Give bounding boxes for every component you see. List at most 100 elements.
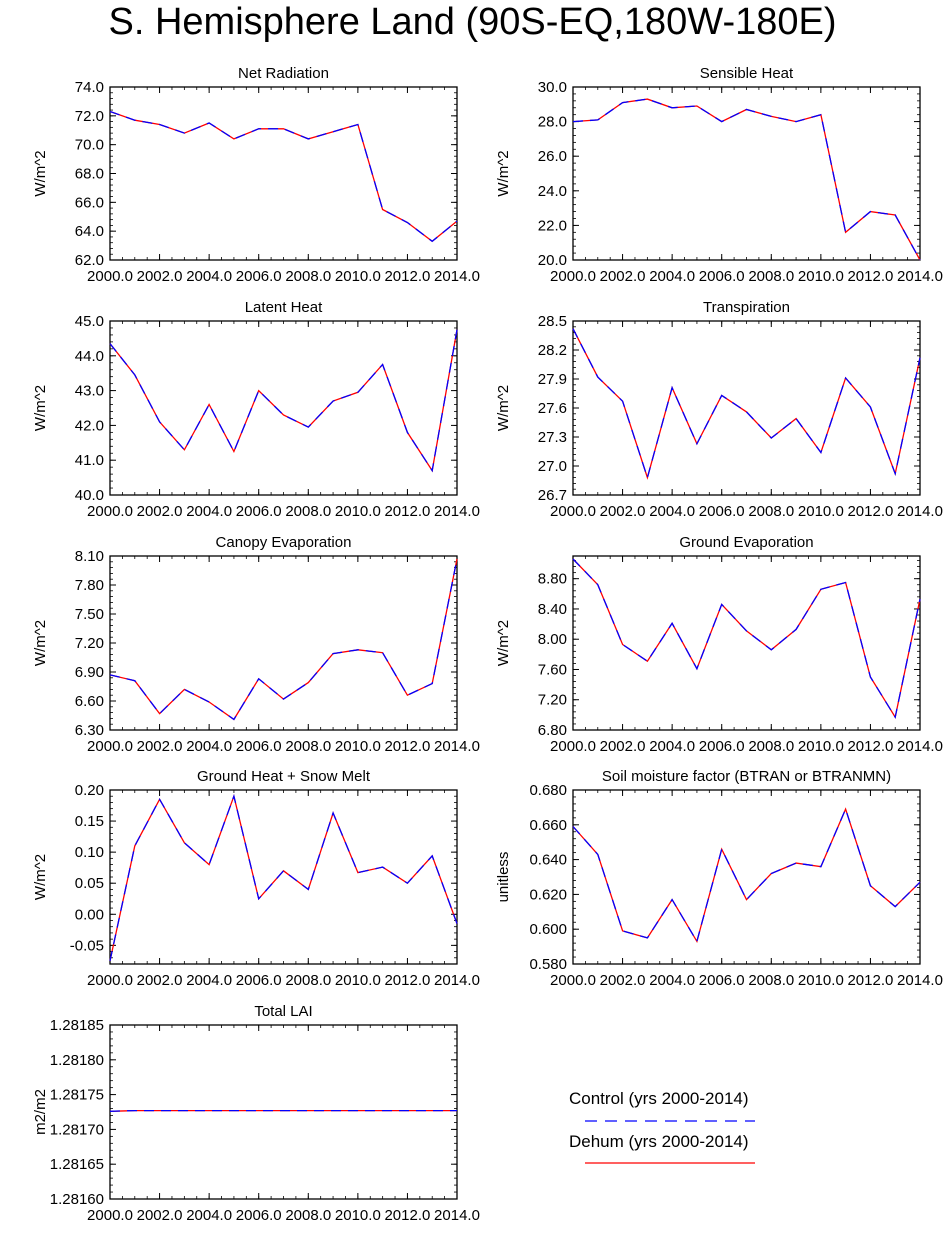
x-tick-label: 2010.0	[798, 738, 844, 755]
y-tick-label: 6.90	[75, 664, 104, 681]
x-tick-label: 2008.0	[285, 972, 331, 989]
y-axis-label: W/m^2	[495, 385, 512, 431]
chart-panel-5: Canopy Evaporation W/m^2 6.30 6.60 6.90 7.20 7…	[32, 534, 480, 755]
y-tick-label: 1.28160	[50, 1191, 104, 1208]
y-tick-label: 27.3	[538, 429, 567, 446]
x-tick-label: 2004.0	[649, 268, 695, 285]
chart-panel-6: Ground Evaporation W/m^2 6.80 7.20 7.60 8.00 8…	[495, 534, 943, 755]
chart-title: Net Radiation	[238, 65, 329, 82]
y-tick-label: 68.0	[75, 166, 104, 183]
chart-title: Ground Heat + Snow Melt	[197, 768, 371, 785]
x-tick-label: 2014.0	[434, 268, 480, 285]
x-tick-label: 2012.0	[847, 972, 893, 989]
x-tick-label: 2006.0	[236, 268, 282, 285]
y-tick-label: 30.0	[538, 79, 567, 96]
chart-panel-8: Soil moisture factor (BTRAN or BTRANMN) u…	[495, 768, 943, 989]
x-tick-label: 2014.0	[897, 268, 943, 285]
x-tick-label: 2008.0	[748, 268, 794, 285]
series-line-control	[572, 328, 921, 480]
x-tick-label: 2010.0	[335, 268, 381, 285]
y-tick-label: 42.0	[75, 417, 104, 434]
y-tick-label: 0.15	[75, 813, 104, 830]
x-tick-label: 2014.0	[897, 972, 943, 989]
x-tick-label: 2000.0	[87, 503, 133, 520]
y-tick-label: 1.28175	[50, 1087, 104, 1104]
y-tick-label: 24.0	[538, 183, 567, 200]
plot-frame	[109, 1024, 458, 1200]
y-tick-label: 8.80	[538, 571, 567, 588]
x-tick-label: 2004.0	[186, 503, 232, 520]
x-tick-label: 2012.0	[384, 738, 430, 755]
x-tick-label: 2014.0	[434, 503, 480, 520]
series-line-dehum	[572, 558, 921, 719]
x-tick-label: 2000.0	[87, 738, 133, 755]
x-tick-label: 2002.0	[137, 268, 183, 285]
y-tick-label: 1.28165	[50, 1156, 104, 1173]
x-tick-label: 2004.0	[186, 972, 232, 989]
y-axis-label: W/m^2	[32, 150, 49, 196]
chart-title: Latent Heat	[245, 299, 323, 316]
x-tick-label: 2008.0	[285, 1207, 331, 1224]
x-tick-label: 2004.0	[186, 268, 232, 285]
y-axis-label: W/m^2	[32, 385, 49, 431]
y-tick-label: 26.0	[538, 148, 567, 165]
x-tick-label: 2002.0	[600, 972, 646, 989]
x-tick-label: 2010.0	[798, 972, 844, 989]
y-tick-label: 8.10	[75, 548, 104, 565]
y-tick-label: 6.80	[538, 722, 567, 739]
series-line-dehum	[572, 807, 921, 944]
x-tick-label: 2010.0	[335, 738, 381, 755]
y-tick-label: 0.620	[529, 886, 567, 903]
y-tick-label: 7.50	[75, 606, 104, 623]
x-tick-label: 2004.0	[186, 738, 232, 755]
x-tick-label: 2000.0	[87, 268, 133, 285]
y-tick-label: 8.00	[538, 631, 567, 648]
chart-panel-3: Latent Heat W/m^2 40.0 41.0 42.0 43.0 44.0 45.0…	[32, 299, 480, 520]
x-tick-label: 2006.0	[236, 972, 282, 989]
x-tick-label: 2006.0	[236, 1207, 282, 1224]
y-tick-label: 62.0	[75, 252, 104, 269]
x-tick-label: 2010.0	[798, 268, 844, 285]
x-tick-label: 2000.0	[550, 972, 596, 989]
legend-label-dehum: Dehum (yrs 2000-2014)	[569, 1132, 749, 1151]
x-tick-label: 2000.0	[87, 972, 133, 989]
legend-swatches	[585, 1120, 755, 1164]
x-tick-label: 2006.0	[236, 738, 282, 755]
x-tick-label: 2004.0	[649, 738, 695, 755]
y-tick-label: 7.60	[538, 661, 567, 678]
y-tick-label: 1.28170	[50, 1121, 104, 1138]
x-tick-label: 2002.0	[600, 738, 646, 755]
plot-frame	[109, 789, 458, 965]
series-line-control	[572, 558, 921, 719]
y-tick-label: 6.30	[75, 722, 104, 739]
chart-title: Sensible Heat	[700, 65, 794, 82]
y-tick-label: 0.00	[75, 906, 104, 923]
x-tick-label: 2004.0	[649, 972, 695, 989]
series-line-control	[572, 807, 921, 944]
plot-frame	[572, 86, 921, 261]
x-tick-label: 2004.0	[186, 1207, 232, 1224]
series-line-control	[109, 110, 458, 243]
y-tick-label: 0.680	[529, 782, 567, 799]
y-tick-label: 64.0	[75, 223, 104, 240]
x-tick-label: 2000.0	[87, 1207, 133, 1224]
x-tick-label: 2002.0	[137, 738, 183, 755]
y-tick-label: 28.0	[538, 114, 567, 131]
x-tick-label: 2002.0	[137, 503, 183, 520]
y-tick-label: 66.0	[75, 194, 104, 211]
y-tick-label: 20.0	[538, 252, 567, 269]
x-tick-label: 2000.0	[550, 268, 596, 285]
page-title: S. Hemisphere Land (90S-EQ,180W-180E)	[108, 1, 837, 43]
x-tick-label: 2006.0	[236, 503, 282, 520]
x-tick-label: 2006.0	[699, 268, 745, 285]
y-tick-label: 74.0	[75, 79, 104, 96]
y-tick-label: 26.7	[538, 487, 567, 504]
series-line-control	[109, 1109, 457, 1112]
series-line-dehum	[109, 329, 458, 473]
series-line-dehum	[109, 558, 458, 721]
x-tick-label: 2006.0	[699, 972, 745, 989]
y-tick-label: 22.0	[538, 217, 567, 234]
x-tick-label: 2002.0	[600, 268, 646, 285]
x-tick-label: 2010.0	[798, 503, 844, 520]
